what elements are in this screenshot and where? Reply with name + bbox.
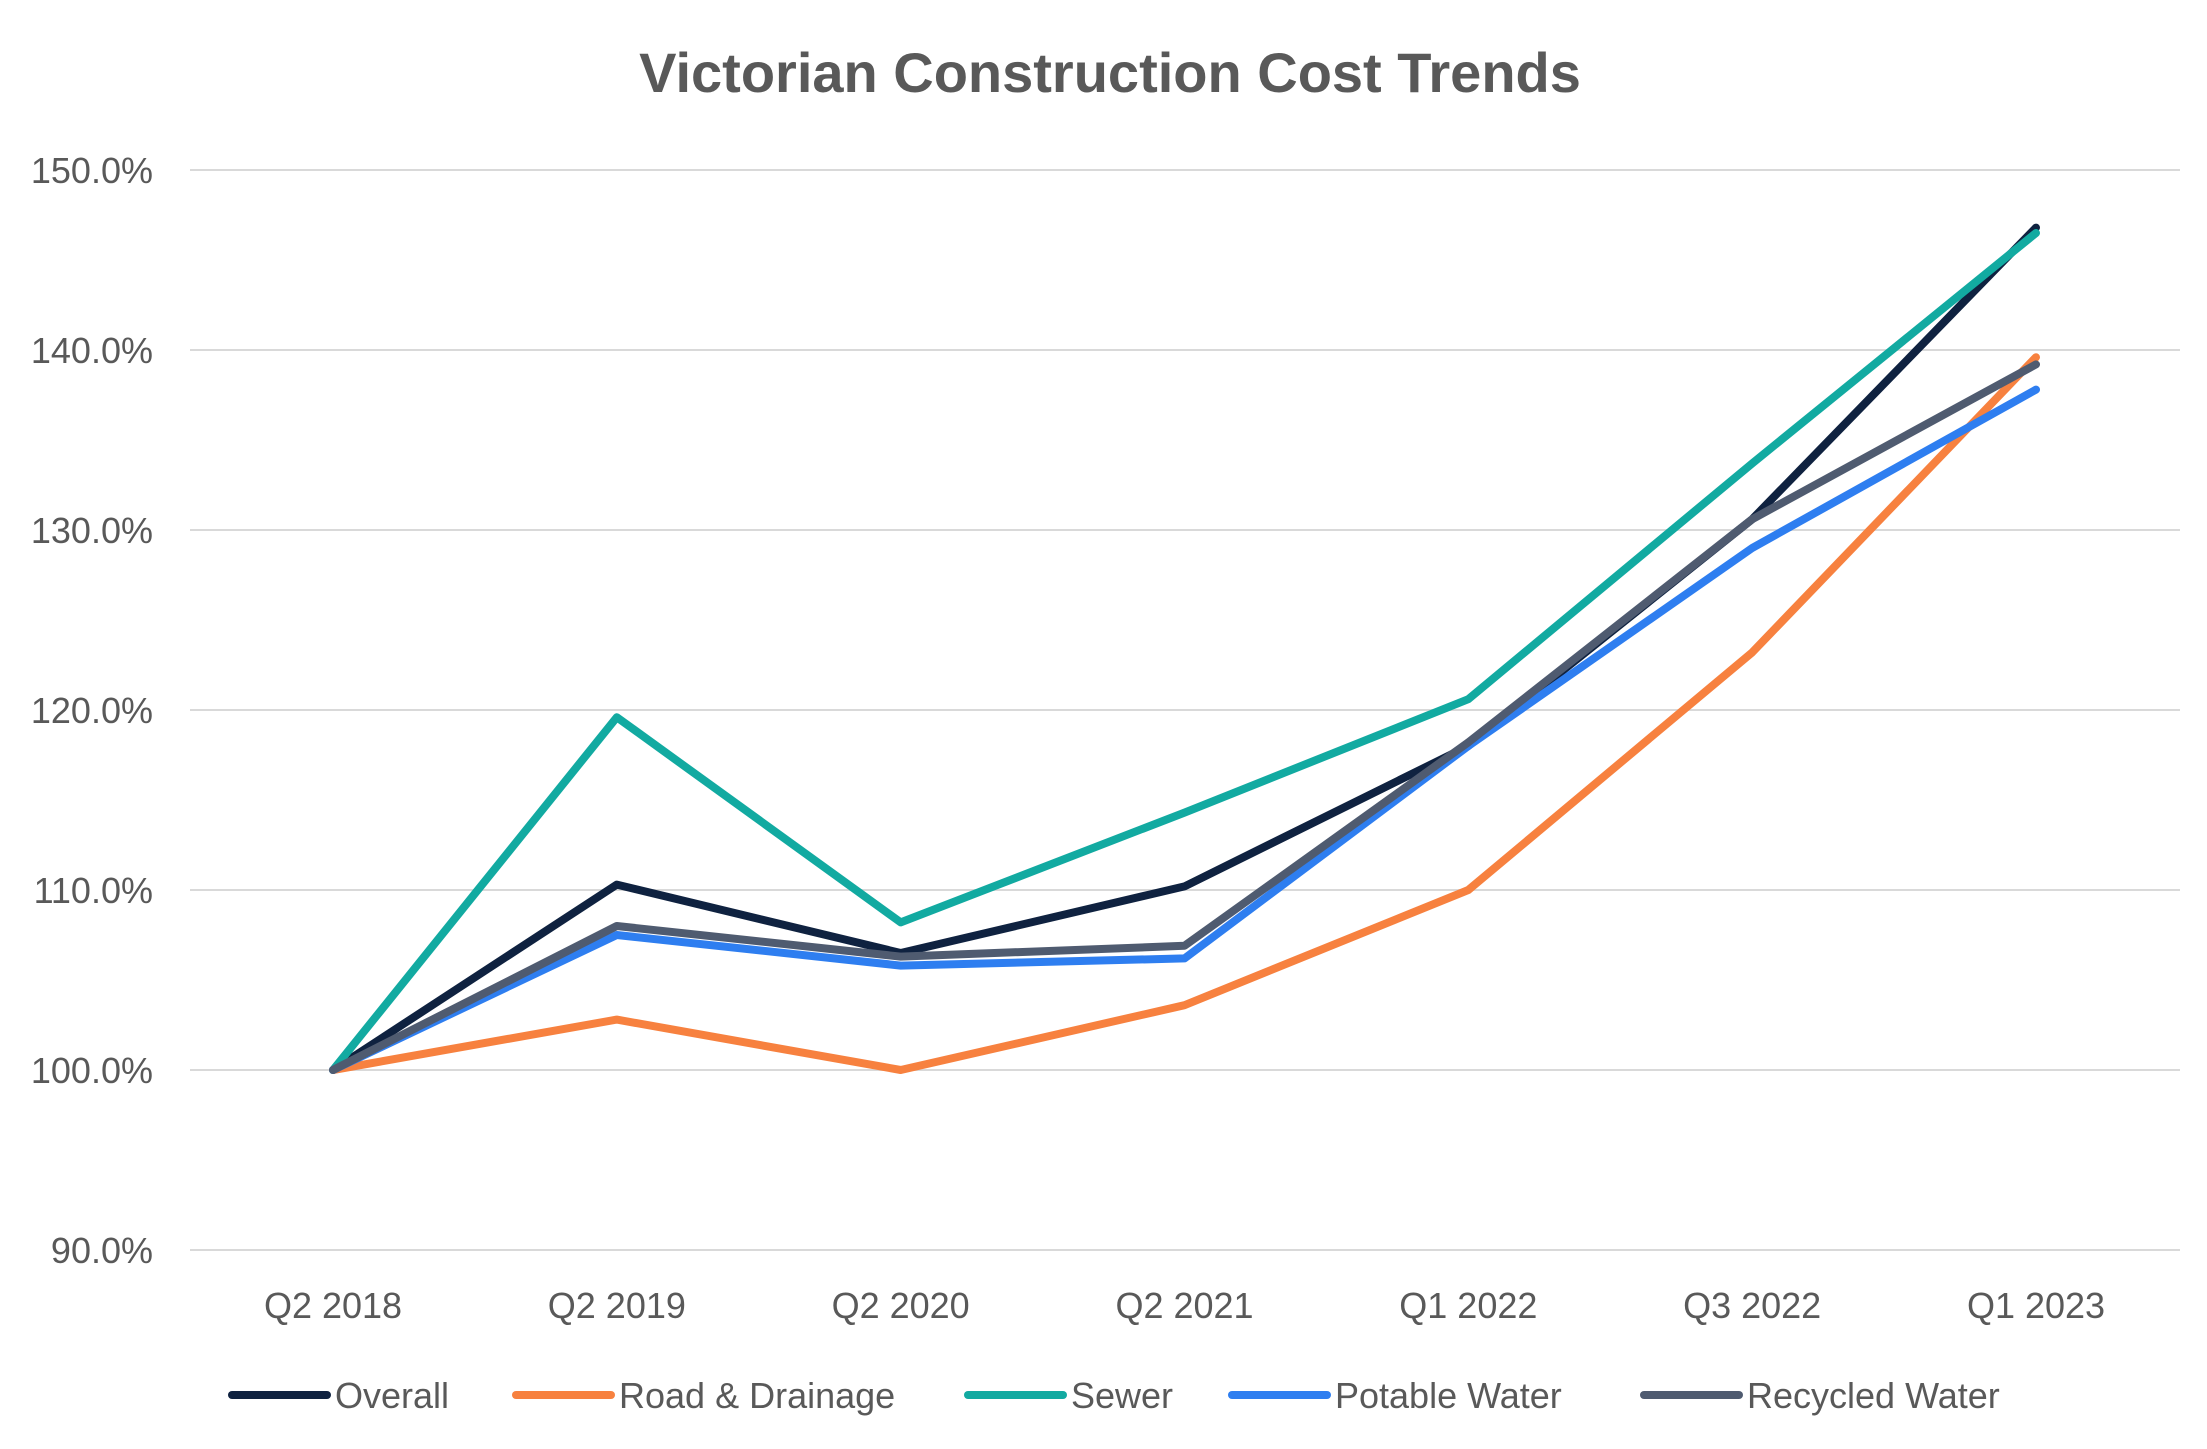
- legend: Overall Road & Drainage Sewer Potable Water…: [228, 1375, 2000, 1416]
- legend-label-sewer: Sewer: [1071, 1375, 1173, 1416]
- y-tick-label: 150.0%: [31, 150, 153, 191]
- x-tick-label: Q1 2023: [1967, 1285, 2105, 1326]
- x-tick-label: Q2 2020: [832, 1285, 970, 1326]
- y-axis-tick-labels: 90.0% 100.0% 110.0% 120.0% 130.0% 140.0% 150.0…: [31, 150, 153, 1271]
- series-lines: [329, 223, 2040, 1074]
- series-line-sewer: [329, 229, 2040, 1074]
- series-line-potable-water: [329, 385, 2040, 1074]
- x-tick-label: Q3 2022: [1683, 1285, 1821, 1326]
- x-tick-label: Q2 2021: [1115, 1285, 1253, 1326]
- series-line-road-drainage: [329, 353, 2040, 1074]
- y-tick-label: 140.0%: [31, 330, 153, 371]
- x-tick-label: Q2 2018: [264, 1285, 402, 1326]
- series-line-recycled-water: [329, 360, 2040, 1074]
- gridlines: [190, 169, 2180, 1251]
- y-tick-label: 90.0%: [51, 1230, 153, 1271]
- y-tick-label: 120.0%: [31, 690, 153, 731]
- x-axis-tick-labels: Q2 2018 Q2 2019 Q2 2020 Q2 2021 Q1 2022 Q3 20…: [264, 1285, 2105, 1326]
- y-tick-label: 100.0%: [31, 1050, 153, 1091]
- y-tick-label: 110.0%: [34, 870, 153, 911]
- x-tick-label: Q2 2019: [548, 1285, 686, 1326]
- legend-label-potable-water: Potable Water: [1335, 1375, 1562, 1416]
- legend-label-recycled-water: Recycled Water: [1747, 1375, 2000, 1416]
- x-tick-label: Q1 2022: [1399, 1285, 1537, 1326]
- chart-title: Victorian Construction Cost Trends: [639, 41, 1581, 104]
- legend-label-road-drainage: Road & Drainage: [619, 1375, 895, 1416]
- legend-label-overall: Overall: [335, 1375, 449, 1416]
- y-tick-label: 130.0%: [31, 510, 153, 551]
